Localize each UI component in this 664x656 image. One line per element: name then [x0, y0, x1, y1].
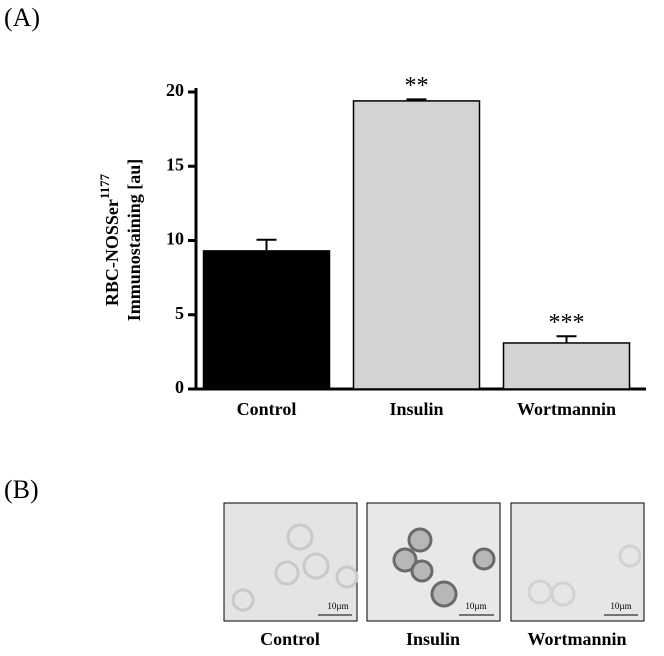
micrograph-label: Wortmannin — [527, 629, 626, 649]
x-tick-label: Control — [237, 399, 297, 419]
y-tick-label: 0 — [175, 377, 184, 397]
y-axis-label: RBC-NOSSer1177 Immunostaining [au] — [97, 159, 144, 322]
panel-label: (A) — [4, 3, 40, 32]
scale-label: 10µm — [465, 601, 486, 611]
micrographs: 10µm 10µm 10µm Control Insulin Wortmanni… — [223, 502, 645, 649]
y-label-line: Immunostaining [au] — [124, 159, 144, 322]
scale-label: 10µm — [610, 601, 631, 611]
y-label-line: RBC-NOSSer1177 — [97, 173, 122, 306]
cells — [231, 523, 359, 612]
bar — [202, 250, 331, 390]
x-tick-label: Insulin — [389, 399, 443, 419]
y-tick-label: 15 — [166, 154, 184, 174]
y-tick-label: 10 — [166, 229, 184, 249]
bar — [352, 100, 481, 390]
y-tick-label: 5 — [175, 303, 184, 323]
cells — [392, 527, 496, 608]
y-tick-label: 20 — [166, 80, 184, 100]
cells — [527, 544, 642, 607]
micrograph-label: Insulin — [406, 629, 460, 649]
significance-label: ** — [405, 73, 429, 99]
y-label-superscript: 1177 — [97, 173, 112, 199]
micrograph-label: Control — [260, 629, 320, 649]
panel-label: (B) — [4, 475, 39, 504]
y-label-main: RBC-NOSSer — [102, 199, 122, 306]
scale-label: 10µm — [327, 601, 348, 611]
significance-label: *** — [549, 310, 585, 336]
bar — [502, 342, 631, 390]
x-tick-label: Wortmannin — [517, 399, 616, 419]
